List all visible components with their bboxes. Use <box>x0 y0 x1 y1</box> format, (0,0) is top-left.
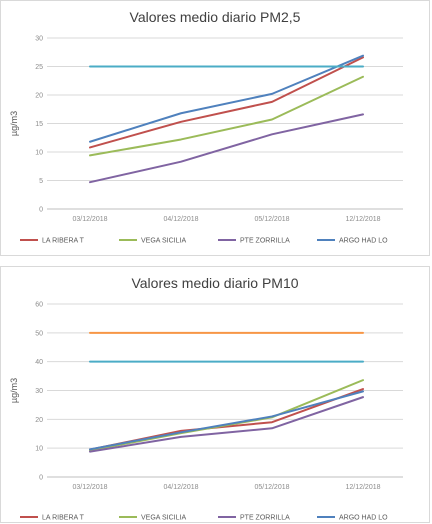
y-tick-label: 20 <box>35 417 43 424</box>
y-tick-label: 0 <box>39 475 43 482</box>
y-tick-label: 30 <box>35 388 43 395</box>
x-tick-label: 04/12/2018 <box>163 484 198 491</box>
y-axis-label: µg/m3 <box>9 111 19 136</box>
y-tick-label: 10 <box>35 446 43 453</box>
series-line <box>89 75 364 157</box>
y-tick-label: 15 <box>35 121 43 128</box>
x-tick-label: 04/12/2018 <box>163 216 198 223</box>
x-tick-label: 05/12/2018 <box>254 484 289 491</box>
chart-panel-pm25: Valores medio diario PM2,5 0 5 10 15 20 25 30 0… <box>0 0 430 256</box>
y-tick-label: 5 <box>39 178 43 185</box>
y-axis-label: µg/m3 <box>9 378 19 403</box>
chart-panel-pm10: Valores medio diario PM10 0 10 20 30 40 50 60 0… <box>0 266 430 523</box>
chart-pm25: 0 5 10 15 20 25 30 03/12/2018 04/12/2018 05/12/20… <box>9 36 403 245</box>
chart-title: Valores medio diario PM2,5 <box>129 9 301 25</box>
series-line <box>89 390 364 451</box>
legend-label: PTE ZORRILLA <box>240 515 290 522</box>
y-tick-label: 60 <box>35 302 43 309</box>
legend-label: VEGA SICILIA <box>141 238 186 245</box>
chart-title: Valores medio diario PM10 <box>131 275 299 291</box>
legend-label: PTE ZORRILLA <box>240 238 290 245</box>
legend-label: LA RIBERA T <box>42 515 85 522</box>
y-tick-label: 10 <box>35 150 43 157</box>
series-line <box>89 56 364 149</box>
x-tick-label: 12/12/2018 <box>345 216 380 223</box>
y-tick-label: 30 <box>35 36 43 43</box>
x-tick-label: 03/12/2018 <box>72 484 107 491</box>
legend-label: ARGO HAD LO <box>339 238 388 245</box>
series-line <box>89 113 364 184</box>
legend-label: VEGA SICILIA <box>141 515 186 522</box>
y-tick-label: 25 <box>35 64 43 71</box>
x-tick-label: 03/12/2018 <box>72 216 107 223</box>
y-tick-label: 40 <box>35 359 43 366</box>
legend-label: LA RIBERA T <box>42 238 85 245</box>
y-tick-label: 20 <box>35 93 43 100</box>
x-tick-label: 12/12/2018 <box>345 484 380 491</box>
y-tick-label: 50 <box>35 330 43 337</box>
chart-pm10: 0 10 20 30 40 50 60 03/12/2018 04/12/2018 05/12/2… <box>9 302 403 522</box>
y-tick-label: 0 <box>39 207 43 214</box>
legend-label: ARGO HAD LO <box>339 515 388 522</box>
x-tick-label: 05/12/2018 <box>254 216 289 223</box>
series-line <box>89 54 364 143</box>
series-line <box>89 396 364 453</box>
